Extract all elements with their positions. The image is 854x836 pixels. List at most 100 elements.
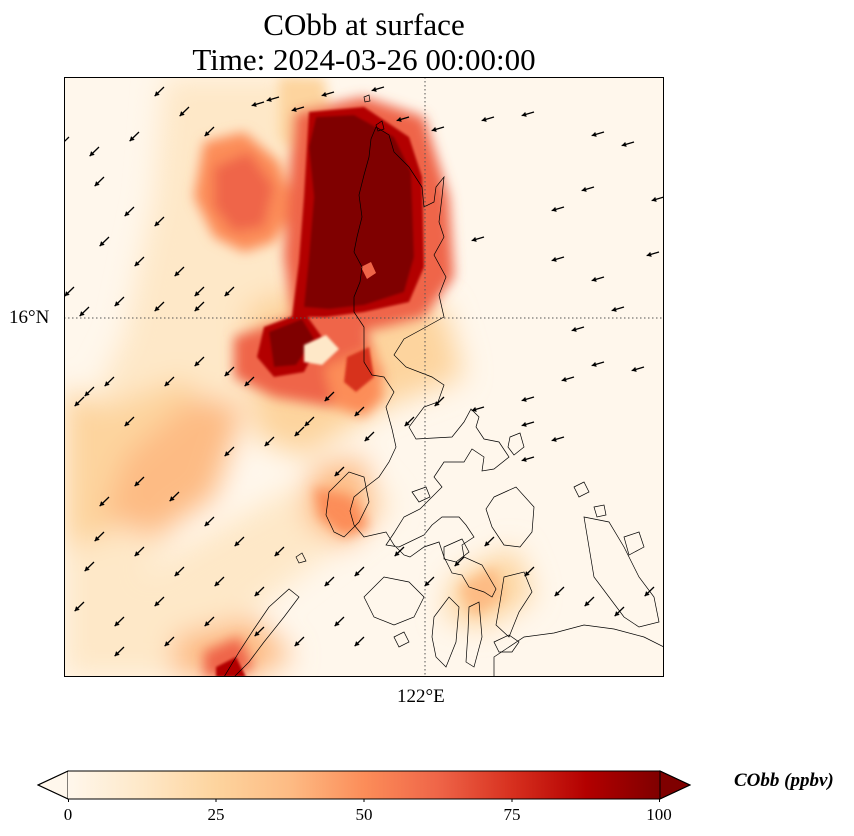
wind-arrow-head: [484, 541, 490, 547]
wind-arrow-head: [164, 641, 170, 647]
colorbar-tick-label: 75: [503, 805, 521, 824]
wind-arrow-head: [394, 551, 400, 557]
wind-arrow-head: [99, 501, 105, 507]
wind-arrow-head: [154, 601, 160, 607]
masbate-coastline: [443, 538, 470, 563]
colorbar-label: CObb (ppbv): [734, 770, 834, 791]
colorbar: [36, 770, 692, 802]
wind-arrow-head: [471, 236, 477, 242]
plume-southeast-core: [459, 567, 504, 617]
wind-arrow-head: [321, 91, 327, 97]
wind-vectors: [64, 86, 664, 657]
wind-arrow-head: [129, 136, 135, 142]
wind-arrow-head: [371, 86, 377, 92]
wind-arrow-head: [551, 206, 557, 212]
colorbar-tick-label: 25: [207, 805, 225, 824]
wind-arrow-head: [454, 561, 460, 567]
colorbar-tick-label: 50: [355, 805, 373, 824]
plume-band-south: [64, 472, 394, 677]
wind-arrow-head: [224, 371, 230, 377]
wind-arrow-head: [194, 291, 200, 297]
wind-arrow-head: [521, 396, 527, 402]
wind-arrow-head: [294, 641, 300, 647]
wind-arrow-head: [471, 406, 477, 412]
wind-arrow-head: [651, 196, 657, 202]
wind-arrow-head: [324, 396, 330, 402]
wind-arrow-head: [304, 421, 310, 427]
wind-arrow-head: [79, 311, 85, 317]
wind-arrow-head: [524, 571, 530, 577]
wind-arrow-head: [174, 571, 180, 577]
bohol-coastline: [493, 634, 520, 653]
wind-arrow-head: [571, 326, 577, 332]
wind-arrow-head: [481, 116, 487, 122]
wind-arrow-head: [396, 116, 402, 122]
wind-arrow-head: [154, 91, 160, 97]
marinduque-coastline: [411, 486, 431, 503]
babuyan-islands: [363, 94, 385, 132]
luzon-coastline: [349, 126, 510, 598]
wind-arrow-head: [169, 496, 175, 502]
wind-arrow-head: [644, 591, 650, 597]
plume-southwest-streak: [104, 397, 244, 537]
wind-arrow-head: [84, 566, 90, 572]
map-plot[interactable]: [64, 77, 664, 677]
wind-arrow-head: [614, 611, 620, 617]
wind-arrow-head: [254, 631, 260, 637]
small-islands-east: [573, 481, 645, 556]
wind-arrow-head: [154, 221, 160, 227]
wind-arrow-head: [264, 441, 270, 447]
colorbar-extend-min: [36, 770, 69, 800]
wind-arrow-head: [591, 361, 597, 367]
wind-arrow-head: [234, 541, 240, 547]
plume-core-extreme: [304, 115, 414, 309]
mindoro-coastline: [325, 471, 370, 538]
wind-arrow-head: [164, 381, 170, 387]
mindanao-east-coast: [583, 516, 660, 628]
wind-arrow-head: [134, 481, 140, 487]
wind-arrow-head: [611, 306, 617, 312]
wind-arrow-head: [584, 601, 590, 607]
wind-arrow-head: [204, 621, 210, 627]
wind-arrow-head: [591, 276, 597, 282]
wind-arrow-head: [64, 291, 70, 297]
plume-south-extreme-core: [269, 319, 314, 367]
wind-arrow-head: [194, 306, 200, 312]
wind-arrow-head: [244, 381, 250, 387]
wind-arrow-head: [521, 111, 527, 117]
wind-arrow-head: [551, 436, 557, 442]
cebu-coastline: [465, 601, 483, 668]
wind-arrow-head: [431, 126, 437, 132]
wind-arrow-head: [104, 381, 110, 387]
colorbar-tick-label: 100: [646, 805, 672, 824]
gridlines: [64, 77, 664, 677]
palawan-coastline: [223, 588, 300, 677]
wind-arrow-head: [354, 411, 360, 417]
plume-core-gap-2: [304, 335, 339, 365]
catanduanes-coastline: [507, 432, 525, 456]
wind-arrow-head: [294, 431, 300, 437]
wind-arrow-head: [266, 96, 272, 102]
wind-arrow-head: [114, 621, 120, 627]
wind-arrow-head: [134, 551, 140, 557]
colorbar-body: [68, 771, 660, 799]
map-title-line-2: Time: 2024-03-26 00:00:00: [192, 42, 536, 77]
samar-coastline: [485, 486, 535, 548]
wind-arrow-head: [124, 421, 130, 427]
wind-arrow-head: [89, 151, 95, 157]
wind-arrow-head: [254, 591, 260, 597]
wind-arrow-head: [94, 181, 100, 187]
wind-arrow-head: [334, 621, 340, 627]
wind-arrow-head: [424, 581, 430, 587]
wind-arrow-head: [434, 401, 440, 407]
coastlines: [223, 94, 664, 677]
wind-arrow-head: [274, 551, 280, 557]
latitude-tick-label: 16°N: [9, 307, 50, 328]
plume-southeast-lobe: [344, 347, 374, 392]
colorbar-tick-label: 0: [63, 805, 73, 824]
wind-arrow-head: [554, 591, 560, 597]
colorbar-tick-marks: [68, 799, 660, 802]
wind-arrow-head: [99, 241, 105, 247]
wind-arrow-head: [204, 131, 210, 137]
wind-arrow-head: [551, 256, 557, 262]
